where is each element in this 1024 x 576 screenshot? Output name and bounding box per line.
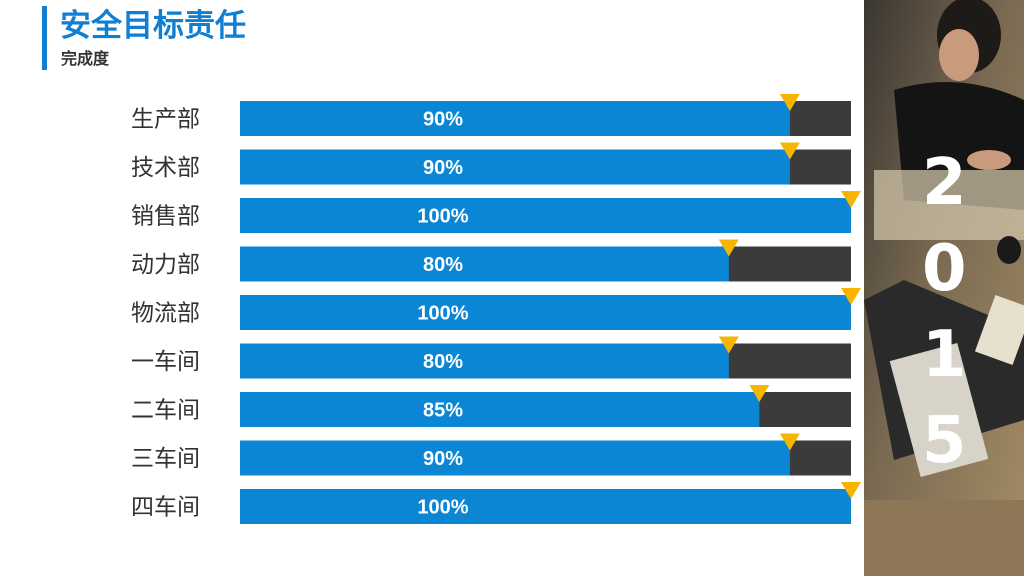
value-label: 100% (417, 497, 468, 519)
bar (240, 489, 851, 524)
year-digit: 2 (922, 146, 967, 220)
bar (240, 198, 851, 233)
target-marker (841, 482, 861, 499)
year-digit: 0 (922, 232, 967, 306)
bar (240, 440, 790, 476)
bar (240, 101, 790, 136)
value-label: 100% (417, 206, 468, 228)
category-label: 四车间 (131, 495, 200, 521)
bar (240, 246, 729, 282)
category-label: 技术部 (131, 155, 200, 181)
category-label: 销售部 (131, 204, 200, 230)
value-label: 100% (417, 303, 468, 325)
value-label: 90% (423, 157, 463, 179)
year-digit: 1 (922, 318, 967, 392)
target-marker (841, 288, 861, 305)
target-marker (779, 433, 800, 451)
bar (240, 343, 729, 379)
target-marker (779, 142, 800, 160)
value-label: 80% (423, 351, 463, 373)
value-label: 90% (423, 448, 463, 470)
value-label: 90% (423, 109, 463, 131)
category-label: 二车间 (131, 398, 200, 424)
category-label: 一车间 (131, 349, 200, 375)
value-label: 85% (423, 400, 463, 422)
value-label: 80% (423, 254, 463, 276)
bar (240, 392, 760, 427)
target-marker (718, 336, 739, 354)
page-title: 安全目标责任 (60, 8, 246, 43)
year-digit: 5 (922, 404, 967, 478)
target-marker (779, 94, 800, 111)
bar (240, 149, 790, 185)
title-accent-bar (42, 6, 47, 70)
category-label: 动力部 (131, 252, 200, 278)
category-label: 生产部 (131, 107, 200, 133)
target-marker (841, 191, 861, 208)
category-label: 物流部 (131, 301, 200, 327)
category-label: 三车间 (131, 446, 200, 472)
target-marker (749, 385, 770, 402)
page-subtitle: 完成度 (61, 51, 110, 68)
completion-bar-chart: 生产部 90% 技术部 90% 销售部 100% 动力部 80% 物流部 100% 一车间 80% 二车… (131, 94, 861, 524)
bar (240, 295, 851, 330)
target-marker (718, 239, 739, 257)
office-meeting-photo (864, 0, 1024, 576)
